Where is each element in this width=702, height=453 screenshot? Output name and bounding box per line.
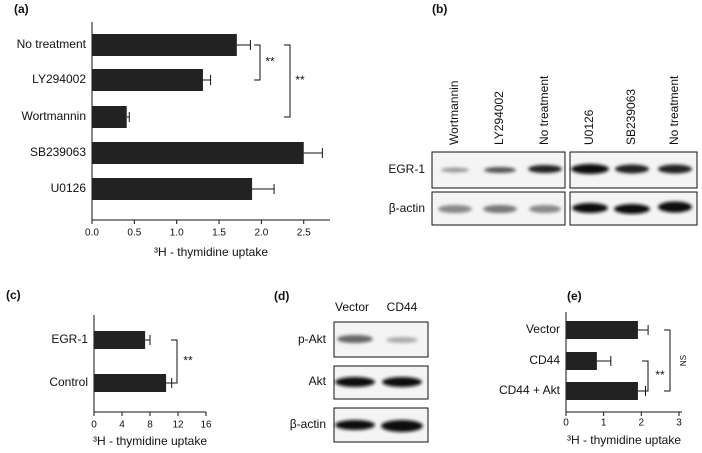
x-axis-label: ³H - thymidine uptake [93, 434, 207, 448]
row-label: β-actin [290, 417, 326, 431]
bar [94, 331, 146, 349]
error-bar [637, 325, 649, 335]
significance-bracket [254, 44, 261, 81]
bar [92, 142, 304, 164]
category-label: SB239063 [30, 145, 86, 159]
significance-bracket [284, 44, 291, 118]
bar [92, 34, 237, 56]
significance-bracket [171, 339, 178, 384]
category-label: CD44 [529, 353, 560, 367]
category-label: Wortmannin [22, 109, 86, 123]
lane-label: No treatment [667, 75, 681, 145]
category-label: U0126 [51, 181, 87, 195]
lane-label: No treatment [537, 75, 551, 145]
row-label: Akt [309, 374, 327, 388]
category-label: LY294002 [32, 72, 86, 86]
error-bar [126, 112, 130, 122]
error-bar [236, 40, 251, 50]
panel-letter: (c) [6, 288, 21, 302]
panel-letter: (e) [567, 289, 582, 303]
bar [92, 178, 253, 200]
x-tick-label: 0.0 [85, 228, 99, 239]
category-label: Vector [526, 322, 560, 336]
lane-label: Wortmannin [447, 81, 461, 145]
x-tick-label: 1.5 [212, 228, 226, 239]
significance-label: ** [655, 368, 665, 382]
x-tick-label: 2.5 [297, 228, 311, 239]
lane-label: Vector [335, 300, 369, 314]
bar [92, 69, 203, 91]
row-label: p-Akt [298, 332, 327, 346]
bar [566, 382, 638, 400]
blot-b [431, 151, 698, 226]
x-tick-label: 8 [147, 420, 153, 431]
significance-bracket [642, 360, 649, 392]
row-label: β-actin [389, 201, 425, 215]
panel-letter: (d) [274, 289, 289, 303]
significance-label: NS [679, 355, 688, 366]
x-tick-label: 2 [639, 418, 645, 429]
significance-label: ** [265, 55, 275, 69]
blot-d [333, 321, 429, 443]
significance-label: ** [295, 73, 305, 87]
x-tick-label: 12 [172, 420, 184, 431]
bar [94, 374, 167, 392]
bar [566, 321, 638, 339]
significance-bracket [664, 329, 671, 392]
x-axis-label: ³H - thymidine uptake [154, 245, 268, 259]
panel-letter: (a) [14, 2, 29, 16]
error-bar [202, 75, 212, 85]
error-bar [596, 356, 612, 366]
panel-letter: (b) [432, 2, 447, 16]
x-tick-label: 3 [676, 418, 682, 429]
bar [92, 106, 127, 128]
x-axis-label: ³H - thymidine uptake [567, 433, 681, 447]
lane-label: CD44 [387, 300, 418, 314]
error-bar [145, 335, 151, 345]
error-bar [303, 148, 323, 158]
category-label: No treatment [17, 37, 87, 51]
bar [566, 352, 597, 370]
lane-label: LY294002 [492, 91, 506, 145]
category-label: Control [49, 375, 88, 389]
x-tick-label: 4 [119, 420, 125, 431]
lane-label: SB239063 [624, 89, 638, 145]
row-label: EGR-1 [388, 162, 425, 176]
x-tick-label: 0.5 [127, 228, 141, 239]
error-bar [252, 184, 275, 194]
x-tick-label: 0 [563, 418, 569, 429]
x-tick-label: 2.0 [254, 228, 268, 239]
significance-label: ** [183, 354, 193, 368]
category-label: EGR-1 [51, 332, 88, 346]
x-tick-label: 0 [91, 420, 97, 431]
x-tick-label: 16 [200, 420, 212, 431]
x-tick-label: 1 [601, 418, 607, 429]
x-tick-label: 1.0 [170, 228, 184, 239]
error-bar [166, 378, 173, 388]
category-label: CD44 + Akt [499, 383, 561, 397]
lane-label: U0126 [582, 109, 596, 145]
